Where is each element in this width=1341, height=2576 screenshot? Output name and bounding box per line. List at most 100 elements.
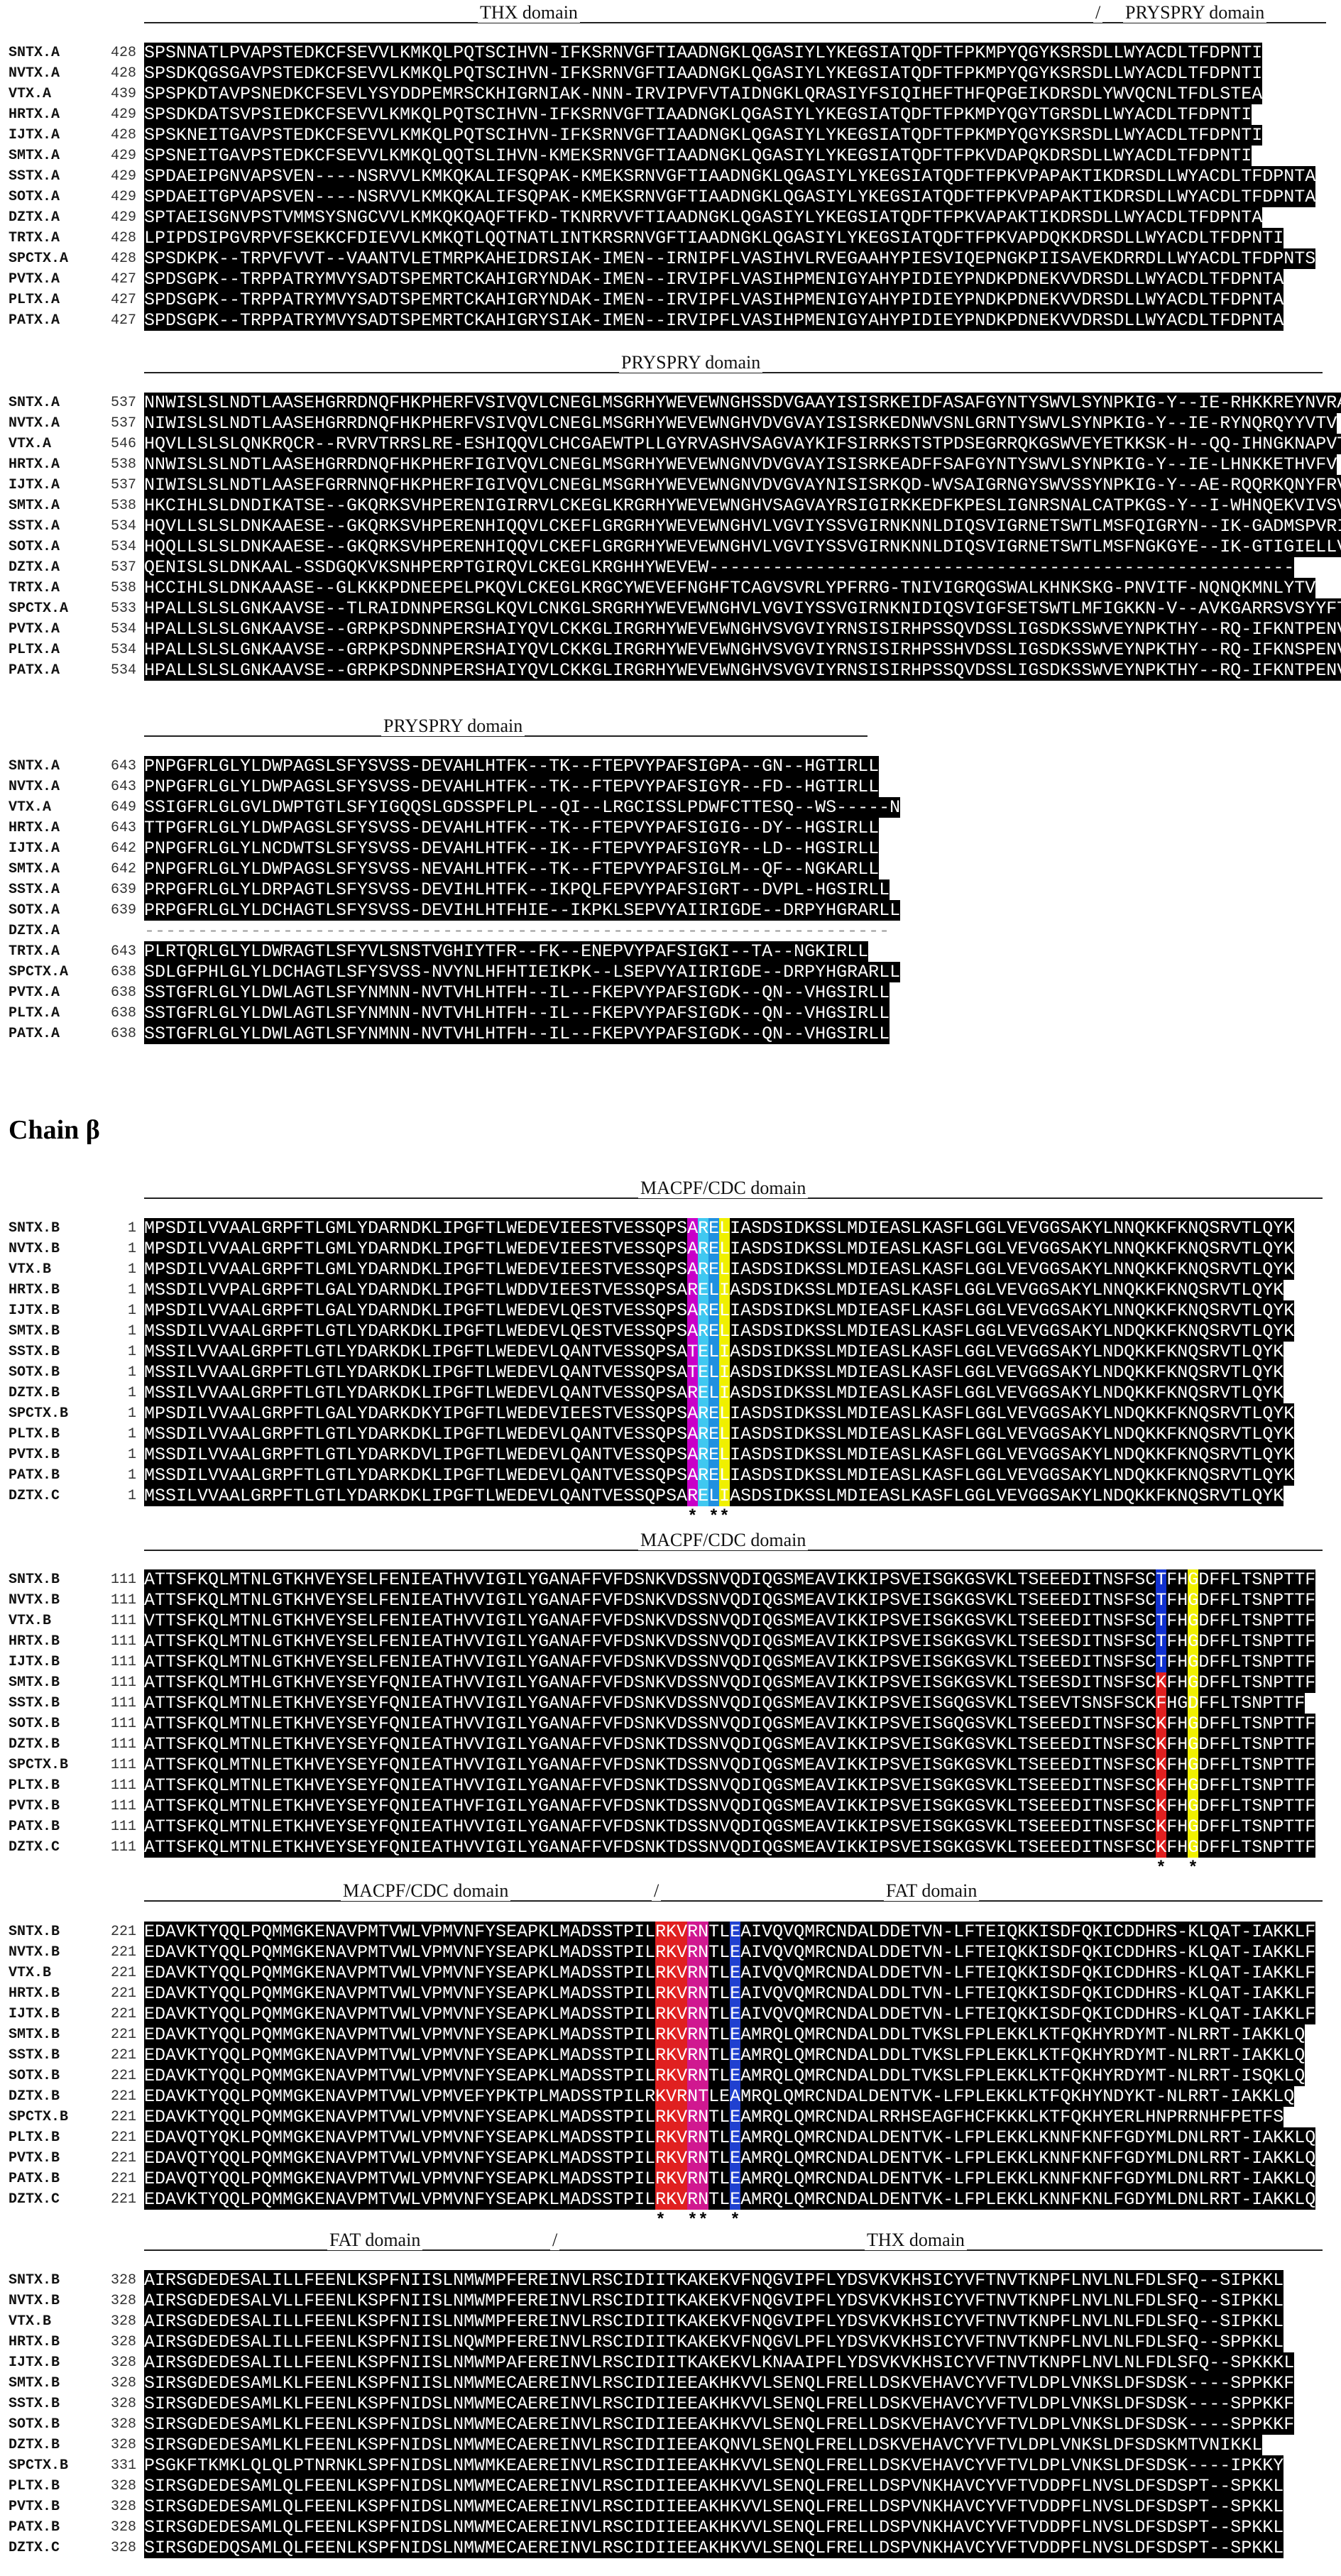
domain-label: THX domain [478, 3, 580, 23]
sequence-name: DZTX.B [9, 2088, 60, 2105]
residue-highlight [677, 1983, 687, 2004]
conserved-marker: * [730, 2211, 740, 2230]
start-position: 643 [110, 943, 136, 960]
residue-highlight [719, 1362, 730, 1383]
residue-highlight [1156, 1755, 1166, 1775]
sequence-name: DZTX.C [9, 1488, 60, 1504]
sequence: SPSNNATLPVAPSTEDKCFSEVVLKMKQLPQTSCIHVN-I… [144, 43, 1263, 63]
sequence-name: HRTX.B [9, 2334, 60, 2350]
residue-highlight [698, 1259, 708, 1280]
sequence-name: HRTX.B [9, 1282, 60, 1298]
domain-label: PRYSPRY domain [381, 716, 525, 736]
sequence: ATTSFKQLMTNLETKHVEYSEYFQNIEATHVVIGILYGAN… [144, 1816, 1316, 1837]
start-position: 1 [127, 1323, 136, 1339]
sequence-track: ATTSFKQLMTNLETKHVEYSEYFQNIEATHVVIGILYGAN… [144, 1714, 1316, 1734]
start-position: 429 [110, 148, 136, 164]
sequence-track: EDAVKTYQQLPQMMGKENAVPMTVWLVPMVNFYSEAPKLM… [144, 2107, 1284, 2127]
sequence: ATTSFKQLMTNLETKHVEYSEYFQNIEATHVVIGILYGAN… [144, 1734, 1316, 1755]
start-position: 533 [110, 601, 136, 617]
residue-highlight [698, 1922, 708, 1942]
sequence-track: SIRSGDEDESAMLQLFEENLKSPFNIDSLNMWMECAEREI… [144, 2517, 1284, 2538]
sequence: PRPGFRLGLYLDCHAGTLSFYSVSS-DEVIHLHTFHIE--… [144, 900, 901, 921]
sequence-track: ATTSFKQLMTNLETKHVEYSEYFQNIEATHVVIGILYGAN… [144, 1734, 1316, 1755]
residue-highlight [1188, 1590, 1198, 1611]
residue-highlight [719, 1424, 730, 1445]
start-position: 429 [110, 189, 136, 205]
sequence-track: ATTSFKQLMTNLGTKHVEYSELFENIEATHVVIGILYGAN… [144, 1631, 1316, 1652]
residue-highlight [666, 2066, 677, 2086]
residue-highlight [730, 2189, 740, 2210]
start-position: 221 [110, 2150, 136, 2166]
sequence-row: SPCTX.B 1 MPSDILVVAALGRPFTLGALYDARKDKYIPGF… [0, 1403, 1341, 1424]
residue-highlight [719, 1239, 730, 1259]
sequence: ATTSFKQLMTNLETKHVEYSEYFQNIEATHVVIGILYGAN… [144, 1693, 1306, 1714]
start-position: 428 [110, 230, 136, 246]
start-position: 111 [110, 1695, 136, 1711]
sequence-name: TRTX.A [9, 230, 60, 246]
sequence-row: DZTX.B 111 ATTSFKQLMTNLETKHVEYSEYFQNIEATHV… [0, 1734, 1341, 1755]
sequence-row: SPCTX.B 331 PSGKFTKMKLQLQLPTNRNKLSPFNIDSLN… [0, 2455, 1341, 2476]
sequence-name: SNTX.A [9, 758, 60, 774]
sequence-row: SSTX.A 639 PRPGFRLGLYLDRPAGTLSFYSVSS-DEVIH… [0, 879, 1341, 900]
sequence: MSSDILVVAALGRPFTLGTLYDARKDKLIPGFTLWEDEVL… [144, 1321, 1295, 1342]
sequence: SPSDKPK--TRPVFVVT--VAANTVLETMRPKAHEIDRSI… [144, 248, 1316, 269]
sequence-name: NVTX.B [9, 1592, 60, 1608]
residue-highlight [655, 2024, 666, 2045]
sequence-name: PATX.A [9, 1026, 60, 1042]
start-position: 328 [110, 2416, 136, 2433]
residue-highlight [708, 1280, 719, 1300]
start-position: 427 [110, 271, 136, 287]
domain-label: PRYSPRY domain [619, 353, 763, 373]
sequence-track: HKCIHLSLDNDIKATSE--GKQRKSVHPERENIGIRRVLC… [144, 495, 1341, 516]
start-position: 328 [110, 2396, 136, 2412]
sequence-row: SPCTX.A 533 HPALLSLSLGNKAAVSE--TLRAIDNNPER… [0, 598, 1341, 619]
start-position: 328 [110, 2499, 136, 2515]
sequence-track: SSTGFRLGLYLDWLAGTLSFYNMNN-NVTVHLHTFH--IL… [144, 1003, 890, 1024]
sequence: MPSDILVVAALGRPFTLGALYDARKDKYIPGFTLWEDEVI… [144, 1403, 1295, 1424]
residue-highlight [708, 1445, 719, 1465]
residue-highlight [1156, 1796, 1166, 1816]
residue-highlight [730, 1963, 740, 1983]
start-position: 111 [110, 1572, 136, 1588]
sequence-name: TRTX.A [9, 580, 60, 596]
sequence-name: IJTX.B [9, 1654, 60, 1670]
sequence-row: PATX.B 1 MSSDILVVAALGRPFTLGTLYDARKDKLIPGFT… [0, 1465, 1341, 1486]
sequence-name: SNTX.B [9, 1924, 60, 1940]
sequence-track: SIRSGDEDESAMLQLFEENLKSPFNIDSLNMWMECAEREI… [144, 2496, 1284, 2517]
sequence-name: IJTX.B [9, 2355, 60, 2371]
sequence-name: VTX.B [9, 1613, 52, 1629]
start-position: 221 [110, 2191, 136, 2208]
residue-highlight [687, 2004, 698, 2024]
residue-highlight [666, 2107, 677, 2127]
conserved-marker: * [687, 1508, 698, 1527]
sequence-track: EDAVKTYQQLPQMMGKENAVPMTVWLVPMVEFYPKTPLMA… [144, 2086, 1295, 2107]
residue-highlight [719, 1218, 730, 1239]
residue-highlight [666, 1942, 677, 1963]
sequence-track: SIRSGDEDESAMLKLFEENLKSPFNIISLNMWMECAEREI… [144, 2373, 1295, 2394]
sequence-track: ATTSFKQLMTNLETKHVEYSEYFQNIEATHVFIGILYGAN… [144, 1796, 1316, 1816]
sequence-row: SMTX.A 642 PNPGFRLGLYLDWPAGSLSFYSVSS-NEVAH… [0, 859, 1341, 879]
residue-highlight [1188, 1816, 1198, 1837]
sequence-track: ----------------------------------------… [144, 921, 890, 941]
sequence: SIRSGDEDESAMLKLFEENLKSPFNIDSLNMWMECAEREI… [144, 2394, 1295, 2414]
sequence-row: SSTX.A 534 HQVLLSLSLDNKAAESE--GKQRKSVHPERE… [0, 516, 1341, 537]
sequence-track: MPSDILVVAALGRPFTLGMLYDARNDKLIPGFTLWEDEVI… [144, 1239, 1295, 1259]
residue-highlight [708, 1342, 719, 1362]
header-line [144, 1900, 1323, 1902]
residue-highlight [698, 1300, 708, 1321]
sequence-track: AIRSGDEDESALILLFEENLKSPFNIISLNMWMPFEREIN… [144, 2311, 1284, 2332]
residue-highlight [708, 1465, 719, 1486]
start-position: 111 [110, 1798, 136, 1814]
sequence: ATTSFKQLMTNLETKHVEYSEYFQNIEATHVVIGILYGAN… [144, 1775, 1316, 1796]
sequence: LPIPDSIPGVRPVFSEKKCFDIEVVLKMKQTLQQTNATLI… [144, 228, 1284, 248]
sequence-name: SPCTX.B [9, 2109, 69, 2125]
sequence-row: VTX.B 1 MPSDILVVAALGRPFTLGMLYDARNDKLIPGFTL… [0, 1259, 1341, 1280]
sequence-track: EDAVKTYQQLPQMMGKENAVPMTVWLVPMVNFYSEAPKLM… [144, 1983, 1316, 2004]
sequence-track: QENISLSLDNKAAL-SSDGQKVKSNHPERPTGIRQVLCKE… [144, 557, 1295, 578]
sequence: SIRSGDEDQSAMLQLFEENLKSPFNIDSLNMWMECAEREI… [144, 2538, 1284, 2558]
residue-highlight [666, 2086, 677, 2107]
sequence-name: PLTX.B [9, 2478, 60, 2494]
residue-highlight [1156, 1631, 1166, 1652]
domain-header: PRYSPRY domain [144, 353, 1323, 377]
sequence-track: EDAVKTYQQLPQMMGKENAVPMTVWLVPMVNFYSEAPKLM… [144, 2066, 1306, 2086]
